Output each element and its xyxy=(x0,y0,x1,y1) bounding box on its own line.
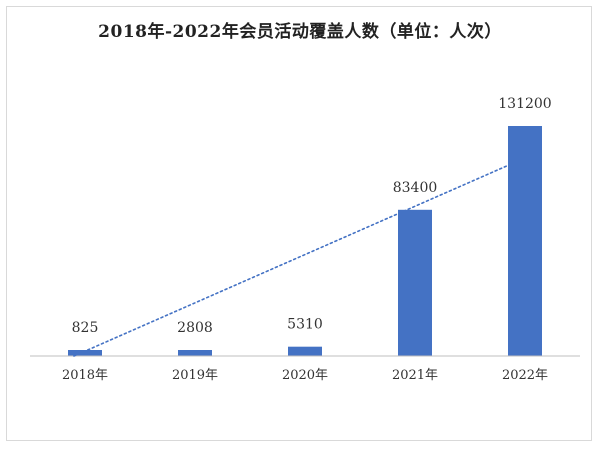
data-label-2019年: 2808 xyxy=(177,320,213,336)
x-tick-label-2019年: 2019年 xyxy=(172,368,218,383)
chart-frame xyxy=(6,6,592,441)
bar-2021年 xyxy=(398,209,432,356)
data-label-2022年: 131200 xyxy=(498,96,551,112)
trendline xyxy=(73,157,526,357)
bar-2022年 xyxy=(508,126,542,356)
bar-2019年 xyxy=(178,350,212,356)
trend-layer xyxy=(73,157,526,357)
x-tick-label-2018年: 2018年 xyxy=(62,368,108,383)
x-tick-label-2021年: 2021年 xyxy=(392,368,438,383)
x-tick-label-2020年: 2020年 xyxy=(282,368,328,383)
data-label-2018年: 825 xyxy=(72,320,99,336)
labels-layer: 825 2018年 2808 2019年 5310 2020年 83400 2021年 1312… xyxy=(62,96,552,383)
x-tick-label-2022年: 2022年 xyxy=(502,368,548,383)
bar-2018年 xyxy=(68,350,102,356)
data-label-2020年: 5310 xyxy=(287,317,323,333)
bars-layer xyxy=(68,126,542,356)
data-label-2021年: 83400 xyxy=(393,180,438,196)
bar-2020年 xyxy=(288,346,322,356)
chart-title: 2018年-2022年会员活动覆盖人数（单位：人次） xyxy=(98,22,502,42)
